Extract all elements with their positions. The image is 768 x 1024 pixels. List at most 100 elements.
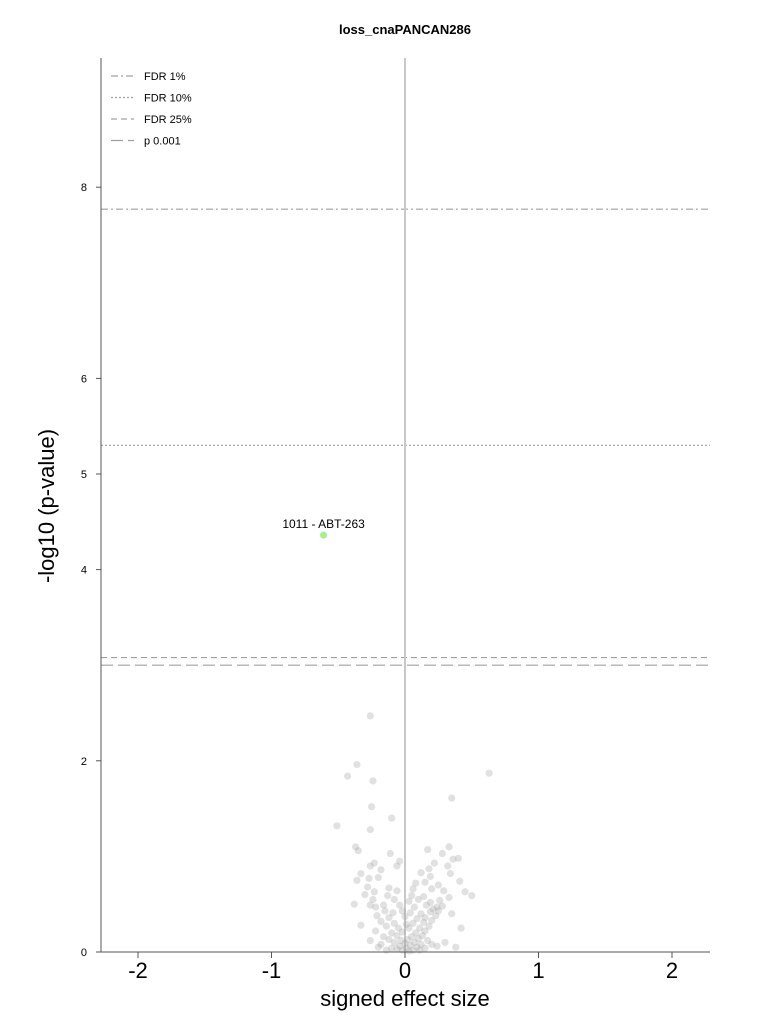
point-96 (408, 933, 416, 941)
point-53 (369, 895, 377, 904)
legend-label-2: FDR 25% (144, 114, 192, 126)
point-2 (343, 772, 352, 780)
point-15 (438, 849, 446, 858)
legend-label-0: FDR 1% (144, 71, 186, 83)
point-117 (416, 946, 424, 954)
point-98 (380, 933, 388, 941)
point-67 (426, 908, 434, 916)
point-0 (366, 712, 374, 720)
point-61 (372, 903, 380, 911)
point-77 (401, 913, 409, 921)
point-94 (388, 929, 396, 937)
x-tick-label-1: -1 (262, 958, 282, 983)
point-32 (426, 872, 434, 881)
point-66 (434, 907, 442, 915)
point-65 (422, 901, 430, 909)
point-84 (402, 920, 410, 928)
point-42 (461, 888, 469, 896)
point-5 (448, 794, 456, 802)
point-44 (393, 887, 401, 895)
point-124 (441, 938, 449, 947)
point-8 (333, 822, 341, 830)
point-10 (352, 843, 360, 851)
point-43 (370, 888, 378, 896)
point-47 (384, 891, 392, 900)
y-axis-ticks: 0 2 4 5 6 8 (81, 182, 101, 959)
point-36 (434, 881, 442, 889)
point-17 (454, 854, 462, 862)
point-3 (369, 777, 377, 785)
highlight-label: 1011 - ABT-263 (282, 517, 365, 531)
y-tick-label-2: 4 (81, 565, 87, 577)
point-92 (398, 928, 406, 936)
point-128 (448, 910, 456, 918)
point-107 (417, 940, 425, 948)
point-56 (414, 895, 422, 904)
point-34 (412, 879, 420, 887)
point-75 (373, 912, 381, 920)
point-54 (390, 895, 398, 904)
point-72 (406, 909, 414, 917)
point-57 (438, 902, 446, 910)
point-6 (368, 803, 376, 811)
point-28 (446, 870, 454, 878)
point-29 (353, 876, 361, 884)
point-21 (366, 862, 374, 870)
point-112 (402, 944, 410, 952)
point-103 (424, 936, 432, 945)
point-48 (408, 891, 416, 900)
point-126 (428, 940, 436, 948)
point-26 (417, 869, 425, 877)
point-97 (393, 932, 401, 940)
point-119 (405, 947, 413, 955)
point-90 (421, 927, 429, 935)
y-tick-label-3: 5 (81, 469, 87, 481)
point-50 (445, 893, 453, 902)
point-73 (432, 912, 440, 920)
point-114 (421, 944, 429, 952)
highlight-point (320, 531, 328, 539)
point-24 (377, 866, 385, 874)
point-120 (452, 943, 460, 951)
y-tick-label-0: 0 (81, 947, 87, 959)
point-123 (366, 936, 374, 945)
point-60 (366, 901, 374, 909)
point-37 (364, 883, 372, 891)
point-122 (433, 942, 441, 950)
point-1 (353, 761, 361, 769)
point-87 (405, 924, 413, 932)
point-102 (385, 935, 393, 944)
legend-label-1: FDR 10% (144, 93, 192, 105)
point-23 (393, 862, 401, 870)
point-64 (410, 903, 418, 911)
y-tick-label-4: 6 (81, 373, 87, 385)
point-59 (429, 905, 437, 913)
x-axis-ticks: -2 -1 0 1 2 (128, 952, 678, 983)
y-axis-label: -log10 (p-value) (34, 429, 59, 583)
point-106 (401, 939, 409, 947)
point-93 (372, 927, 380, 935)
point-4 (485, 769, 493, 777)
point-109 (396, 942, 404, 950)
x-tick-label-0: -2 (128, 958, 148, 983)
point-39 (409, 885, 417, 893)
point-79 (428, 916, 436, 925)
point-104 (410, 938, 418, 947)
point-129 (350, 900, 358, 908)
point-95 (418, 932, 426, 940)
point-41 (440, 887, 448, 895)
point-83 (390, 919, 398, 927)
point-105 (390, 938, 398, 947)
point-62 (380, 901, 388, 909)
point-81 (409, 919, 417, 927)
point-85 (425, 922, 433, 930)
point-31 (374, 873, 382, 882)
legend: FDR 1% FDR 10% FDR 25% p 0.001 (111, 71, 192, 148)
point-49 (420, 892, 428, 901)
point-63 (396, 901, 404, 909)
point-101 (397, 936, 405, 945)
data-points (333, 712, 493, 955)
point-86 (416, 924, 424, 932)
y-tick-label-5: 8 (81, 182, 87, 194)
